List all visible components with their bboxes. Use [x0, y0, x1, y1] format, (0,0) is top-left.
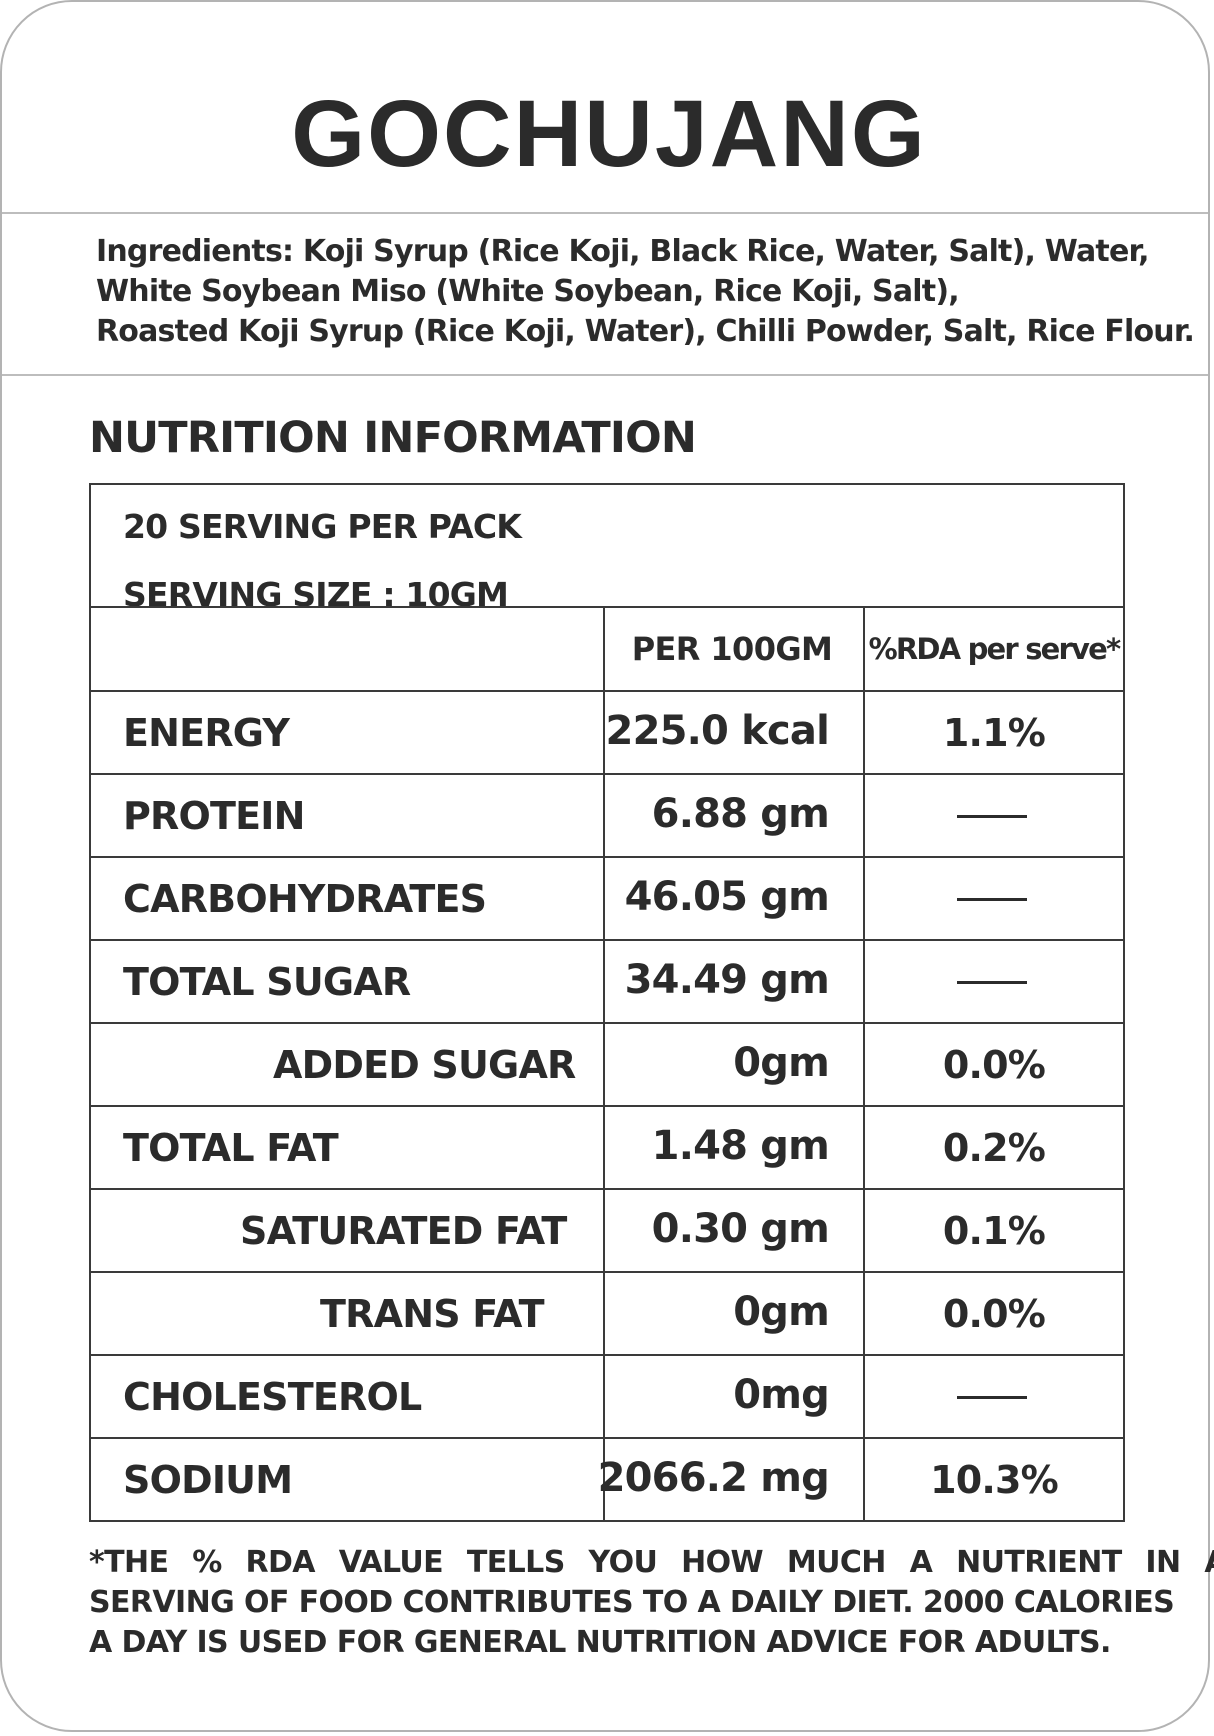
row-divider — [91, 1437, 1123, 1439]
nutrient-value: 1.48 gm — [651, 1123, 830, 1169]
nutrient-rda: 10.3% — [930, 1458, 1059, 1502]
nutrition-heading: NUTRITION INFORMATION — [89, 413, 697, 463]
column-divider — [603, 606, 605, 1522]
column-header-per-100gm: PER 100GM — [631, 629, 833, 668]
row-divider — [91, 939, 1123, 941]
title-divider — [2, 212, 1208, 214]
nutrient-name: TOTAL SUGAR — [123, 960, 411, 1004]
row-divider — [91, 856, 1123, 858]
no-rda-dash — [957, 815, 1027, 818]
ingredients-line: Roasted Koji Syrup (Rice Koji, Water), C… — [96, 314, 1195, 349]
nutrient-rda: 0.0% — [942, 1292, 1046, 1336]
table-divider — [91, 606, 1123, 608]
nutrient-rda: 0.0% — [942, 1043, 1046, 1087]
nutrient-name: TOTAL FAT — [123, 1126, 339, 1170]
footnote-line: *THE % RDA VALUE TELLS YOU HOW MUCH A NU… — [89, 1545, 1214, 1580]
row-divider — [91, 1354, 1123, 1356]
nutrient-name: PROTEIN — [123, 794, 305, 838]
nutrition-table: 20 SERVING PER PACK SERVING SIZE : 10GM … — [89, 483, 1125, 1522]
nutrient-value: 0gm — [733, 1289, 830, 1335]
nutrient-rda: 1.1% — [942, 711, 1046, 755]
table-row: SATURATED FAT 0.30 gm 0.1% — [91, 1190, 1123, 1273]
nutrient-name: SODIUM — [123, 1458, 293, 1502]
ingredients-line: White Soybean Miso (White Soybean, Rice … — [96, 274, 960, 309]
ingredients-divider — [2, 374, 1208, 376]
product-title: GOCHUJANG — [291, 81, 927, 187]
table-row: SODIUM 2066.2 mg 10.3% — [91, 1439, 1123, 1522]
nutrient-name: ENERGY — [123, 711, 290, 755]
row-divider — [91, 1105, 1123, 1107]
footnote-line: A DAY IS USED FOR GENERAL NUTRITION ADVI… — [89, 1625, 1111, 1660]
row-divider — [91, 1188, 1123, 1190]
row-divider — [91, 1022, 1123, 1024]
serving-size: SERVING SIZE : 10GM — [123, 575, 509, 614]
table-row: PROTEIN 6.88 gm — [91, 775, 1123, 858]
table-row: CARBOHYDRATES 46.05 gm — [91, 858, 1123, 941]
table-row: CHOLESTEROL 0mg — [91, 1356, 1123, 1439]
nutrient-name: ADDED SUGAR — [273, 1043, 576, 1087]
table-row: TOTAL FAT 1.48 gm 0.2% — [91, 1107, 1123, 1190]
table-row: ENERGY 225.0 kcal 1.1% — [91, 692, 1123, 775]
table-row: ADDED SUGAR 0gm 0.0% — [91, 1024, 1123, 1107]
nutrient-value: 0gm — [733, 1040, 830, 1086]
table-row: TRANS FAT 0gm 0.0% — [91, 1273, 1123, 1356]
nutrient-value: 0mg — [733, 1372, 830, 1418]
nutrient-value: 0.30 gm — [651, 1206, 830, 1252]
column-divider — [863, 606, 865, 1522]
no-rda-dash — [957, 1396, 1027, 1399]
row-divider — [91, 773, 1123, 775]
nutrient-value: 34.49 gm — [624, 957, 830, 1003]
no-rda-dash — [957, 981, 1027, 984]
ingredients-text: Ingredients: Koji Syrup (Rice Koji, Blac… — [96, 232, 1206, 352]
row-divider — [91, 690, 1123, 692]
column-header-rda: %RDA per serve* — [868, 631, 1122, 666]
nutrient-value: 225.0 kcal — [605, 708, 830, 754]
nutrient-name: TRANS FAT — [320, 1292, 545, 1336]
nutrient-value: 6.88 gm — [651, 791, 830, 837]
nutrient-name: CARBOHYDRATES — [123, 877, 487, 921]
nutrient-value: 2066.2 mg — [597, 1455, 830, 1501]
serving-info: 20 SERVING PER PACK SERVING SIZE : 10GM — [123, 493, 522, 629]
nutrient-name: CHOLESTEROL — [123, 1375, 422, 1419]
ingredients-line: Ingredients: Koji Syrup (Rice Koji, Blac… — [96, 234, 1149, 269]
nutrient-rda: 0.1% — [942, 1209, 1046, 1253]
servings-per-pack: 20 SERVING PER PACK — [123, 507, 522, 546]
row-divider — [91, 1271, 1123, 1273]
footnote-line: SERVING OF FOOD CONTRIBUTES TO A DAILY D… — [89, 1585, 1175, 1620]
table-row: TOTAL SUGAR 34.49 gm — [91, 941, 1123, 1024]
nutrient-value: 46.05 gm — [624, 874, 830, 920]
rda-footnote: *THE % RDA VALUE TELLS YOU HOW MUCH A NU… — [89, 1543, 1214, 1663]
nutrient-rda: 0.2% — [942, 1126, 1046, 1170]
nutrient-name: SATURATED FAT — [240, 1209, 567, 1253]
no-rda-dash — [957, 898, 1027, 901]
